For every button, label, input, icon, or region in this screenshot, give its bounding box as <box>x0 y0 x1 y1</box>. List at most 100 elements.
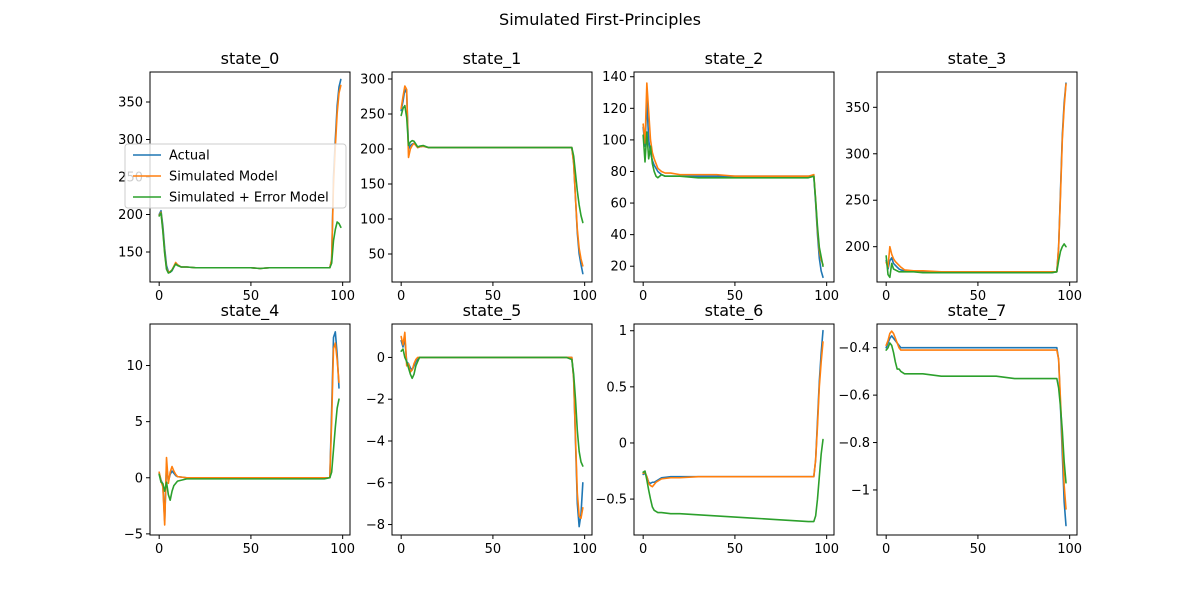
y-tick-label: −1 <box>851 483 870 498</box>
x-tick-label: 100 <box>1057 289 1082 304</box>
x-tick-label: 0 <box>155 289 163 304</box>
subplot-title: state_7 <box>948 301 1007 321</box>
y-tick-label: 300 <box>360 73 385 88</box>
y-tick-label: 300 <box>845 147 870 162</box>
y-tick-label: −0.6 <box>838 389 870 404</box>
y-tick-label: 200 <box>118 208 143 223</box>
axes-frame <box>149 323 351 536</box>
y-tick-label: −4 <box>366 434 385 449</box>
series-line-simulated-error-model <box>400 104 584 224</box>
subplot-state_6: 0 50 100 −0.5 0 0.5 1 state_6 <box>595 301 839 557</box>
x-tick-label: 50 <box>485 542 502 557</box>
y-tick-label: 200 <box>360 143 385 158</box>
y-tick-label: 20 <box>610 260 627 275</box>
series-line-simulated-error-model <box>642 438 824 523</box>
y-tick-label: 0 <box>377 351 385 366</box>
subplot-title: state_3 <box>948 49 1007 69</box>
y-tick-label: 150 <box>360 178 385 193</box>
y-tick-label: 0 <box>619 436 627 451</box>
x-tick-label: 100 <box>572 289 597 304</box>
legend-label: Actual <box>169 149 210 164</box>
y-tick-label: 120 <box>602 102 627 117</box>
y-tick-label: 200 <box>845 240 870 255</box>
subplot-title: state_2 <box>705 49 764 69</box>
y-tick-label: −0.8 <box>838 436 870 451</box>
series-line-simulated-error-model <box>158 212 342 274</box>
y-tick-label: 250 <box>845 194 870 209</box>
y-tick-label: −0.5 <box>595 493 627 508</box>
y-tick-label: 100 <box>602 133 627 148</box>
subplot-title: state_0 <box>221 49 280 69</box>
y-tick-label: −2 <box>366 393 385 408</box>
subplot-title: state_4 <box>221 301 280 321</box>
x-tick-label: 100 <box>1057 542 1082 557</box>
y-tick-label: −6 <box>366 476 385 491</box>
y-tick-label: 80 <box>610 165 627 180</box>
axes-frame <box>633 323 835 536</box>
x-tick-label: 0 <box>397 289 405 304</box>
figure-title: Simulated First-Principles <box>499 10 701 29</box>
series-line-simulated-error-model <box>158 398 340 502</box>
y-tick-label: 10 <box>126 359 143 374</box>
x-tick-label: 50 <box>243 542 260 557</box>
legend: Actual Simulated Model Simulated + Error M… <box>124 143 347 209</box>
subplot-title: state_1 <box>463 49 522 69</box>
series-line-simulated-model <box>158 342 340 526</box>
x-tick-label: 0 <box>882 542 890 557</box>
x-tick-label: 50 <box>485 289 502 304</box>
x-tick-label: 100 <box>330 542 355 557</box>
axes-frame <box>876 323 1078 536</box>
x-tick-label: 50 <box>243 289 260 304</box>
y-tick-label: −0.4 <box>838 341 870 356</box>
subplot-grid: 050100150200250300350state_0050100501001… <box>118 49 1082 557</box>
subplot-title: state_6 <box>705 301 764 321</box>
y-tick-label: 0 <box>135 471 143 486</box>
x-tick-label: 100 <box>814 542 839 557</box>
series-line-simulated-error-model <box>642 131 824 268</box>
subplot-state_1: 0 50 100 50 100 150 200 250 300 state_1 <box>360 49 597 304</box>
x-tick-label: 100 <box>572 542 597 557</box>
subplot-title: state_5 <box>463 301 522 321</box>
y-tick-label: 50 <box>368 248 385 263</box>
axes-frame <box>391 323 593 536</box>
y-tick-label: 150 <box>118 246 143 261</box>
y-tick-label: 1 <box>619 324 627 339</box>
subplot-state_7: 0 50 100 −1 −0.8 −0.6 −0.4 state_7 <box>838 301 1082 557</box>
y-tick-label: 350 <box>118 96 143 111</box>
legend-label: Simulated Model <box>169 170 278 185</box>
series-line-simulated-error-model <box>885 243 1067 279</box>
x-tick-label: 50 <box>727 289 744 304</box>
subplot-state_3: 0 50 100 200 250 300 350 state_3 <box>845 49 1082 304</box>
y-tick-label: 250 <box>360 108 385 123</box>
y-tick-label: 5 <box>135 415 143 430</box>
legend-label: Simulated + Error Model <box>169 191 329 206</box>
series-line-simulated-model <box>885 330 1067 510</box>
y-tick-label: 40 <box>610 228 627 243</box>
y-tick-label: −5 <box>124 527 143 542</box>
y-tick-label: 60 <box>610 197 627 212</box>
y-tick-label: −8 <box>366 518 385 533</box>
legend-box <box>124 143 347 209</box>
y-tick-label: 0.5 <box>606 380 627 395</box>
x-tick-label: 0 <box>397 542 405 557</box>
series-line-simulated-model <box>642 341 824 488</box>
y-tick-label: 140 <box>602 70 627 85</box>
x-tick-label: 100 <box>814 289 839 304</box>
x-tick-label: 0 <box>639 542 647 557</box>
axes-frame <box>876 71 1078 283</box>
subplot-state_2: 0 50 100 20 40 60 80 100 120 140 state_2 <box>602 49 839 304</box>
series-line-simulated-error-model <box>885 342 1067 484</box>
x-tick-label: 50 <box>970 542 987 557</box>
x-tick-label: 0 <box>639 289 647 304</box>
y-tick-label: 100 <box>360 213 385 228</box>
series-line-simulated-model <box>885 83 1067 273</box>
x-tick-label: 50 <box>970 289 987 304</box>
x-tick-label: 100 <box>330 289 355 304</box>
series-line-simulated-error-model <box>400 348 584 467</box>
y-tick-label: 350 <box>845 101 870 116</box>
subplot-state_4: 0 50 100 −5 0 5 10 state_4 <box>124 301 355 557</box>
x-tick-label: 0 <box>882 289 890 304</box>
x-tick-label: 50 <box>727 542 744 557</box>
axes-frame <box>391 71 593 283</box>
